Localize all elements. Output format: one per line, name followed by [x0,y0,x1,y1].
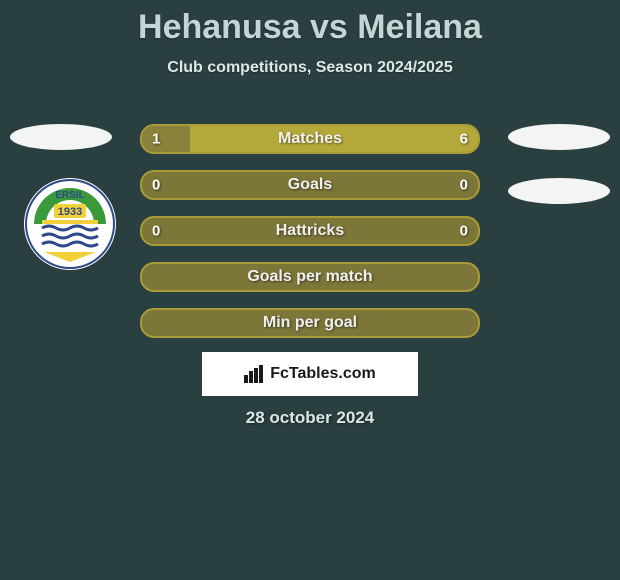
svg-text:1933: 1933 [58,206,82,218]
page-title: Hehanusa vs Meilana [0,0,620,47]
page-subtitle: Club competitions, Season 2024/2025 [0,59,620,77]
bar-label: Min per goal [142,314,478,332]
footer-date: 28 october 2024 [0,408,620,428]
stat-bar: Min per goal [140,308,480,338]
stat-bar: 00Goals [140,170,480,200]
crest-icon: ERSIL 1933 [24,178,116,270]
player-right-placeholder [508,124,610,150]
stat-bar: Goals per match [140,262,480,292]
bar-label: Goals per match [142,268,478,286]
footer-brand-badge: FcTables.com [202,352,418,396]
stat-bar: 16Matches [140,124,480,154]
stats-bars: 16Matches 00Goals 00Hattricks Goals per mat… [140,124,480,354]
bar-label: Goals [142,176,478,194]
stat-bar: 00Hattricks [140,216,480,246]
player-left-placeholder [10,124,112,150]
club-right-placeholder [508,178,610,204]
bar-label: Matches [142,130,478,148]
svg-text:ERSIL: ERSIL [55,190,84,201]
club-crest-left: ERSIL 1933 [24,178,116,270]
footer-brand-text: FcTables.com [270,365,376,383]
chart-icon [244,365,264,383]
bar-label: Hattricks [142,222,478,240]
